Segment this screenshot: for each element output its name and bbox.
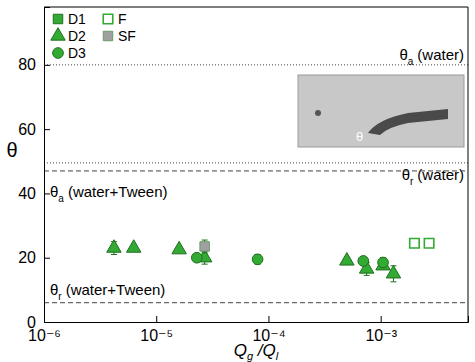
annotation: θa(water): [399, 46, 464, 67]
y-tick-mark: [44, 129, 50, 130]
y-tick-mark: [44, 65, 50, 66]
legend-swatch: [53, 48, 64, 59]
y-tick-label: 0: [27, 314, 36, 331]
inset-dot: [315, 110, 321, 116]
annotation: θa(water+Tween): [50, 183, 168, 204]
series: [410, 239, 434, 248]
reference-line: [44, 162, 468, 163]
point: [107, 240, 121, 252]
y-tick: 20: [18, 249, 50, 266]
legend-item: F: [103, 11, 126, 27]
series: [107, 240, 401, 282]
frame-right: [468, 7, 469, 322]
y-axis: 0 20 40 60 80: [18, 8, 50, 331]
y-tick-label: 60: [18, 121, 36, 138]
y-tick: 40: [18, 185, 50, 202]
y-tick-label: 20: [18, 249, 36, 266]
x-tick-mark: [381, 316, 382, 322]
inset: θ: [298, 75, 464, 147]
point: [378, 257, 389, 268]
y-tick-label: 40: [18, 185, 36, 202]
point: [252, 254, 263, 265]
y-tick: 80: [18, 56, 50, 73]
inset-label: θ: [356, 129, 363, 144]
legend-swatch: [103, 31, 112, 40]
y-tick: 60: [18, 121, 50, 138]
legend-label: D3: [68, 45, 86, 61]
plot-area: θ θa(water) θr(water) θa(water+Tween) θr(wat…: [18, 7, 468, 344]
point: [172, 241, 186, 253]
legend-swatch: [103, 14, 112, 23]
y-tick-mark: [44, 322, 50, 323]
series: [200, 240, 209, 253]
point: [200, 242, 209, 251]
point: [376, 257, 390, 269]
point: [126, 240, 140, 252]
x-tick: 10⁻³: [365, 316, 397, 344]
frame-top: [44, 7, 468, 8]
legend-item: SF: [103, 28, 136, 44]
y-tick-mark: [44, 193, 50, 194]
point: [340, 253, 354, 265]
legend-label: D2: [68, 28, 86, 44]
legend-item: D2: [51, 28, 86, 44]
y-axis-title: θ: [6, 139, 17, 161]
reference-line: [44, 302, 468, 303]
point: [410, 239, 419, 248]
x-tick: 10⁻⁵: [140, 316, 173, 344]
legend-swatch: [51, 28, 65, 40]
x-axis-title: Qg /Ql: [234, 341, 279, 362]
x-axis: 10⁻⁶10⁻⁵10⁻⁴10⁻³: [28, 316, 468, 344]
x-axis-line: [45, 316, 469, 323]
legend-item: D1: [53, 11, 86, 27]
legend: D1D2D3 FSF: [51, 11, 136, 61]
legend-label: D1: [68, 11, 86, 27]
legend-item: D3: [53, 45, 86, 61]
point: [424, 239, 433, 248]
x-tick-label: 10⁻⁵: [140, 327, 173, 344]
reference-line: [44, 170, 468, 171]
chart: θ θa(water) θr(water) θa(water+Tween) θr(wat…: [0, 0, 475, 362]
x-tick-mark: [156, 316, 157, 322]
legend-label: F: [118, 11, 127, 27]
series: [191, 252, 388, 268]
y-axis-line: [45, 8, 51, 323]
inset-shape: [368, 109, 448, 135]
data-points: [107, 239, 434, 282]
inset-photo: [298, 75, 464, 147]
annotation: θr(water+Tween): [50, 281, 165, 302]
point: [358, 256, 369, 267]
y-tick-label: 80: [18, 56, 36, 73]
annotation: θr(water): [402, 166, 464, 187]
point: [386, 265, 400, 277]
y-tick-mark: [44, 258, 50, 259]
x-tick-mark: [268, 316, 269, 322]
reference-line: [44, 64, 468, 65]
x-tick-label: 10⁻³: [365, 327, 397, 344]
point: [191, 252, 202, 263]
legend-label: SF: [118, 28, 136, 44]
y-tick: 0: [27, 314, 50, 331]
legend-swatch: [53, 14, 62, 23]
